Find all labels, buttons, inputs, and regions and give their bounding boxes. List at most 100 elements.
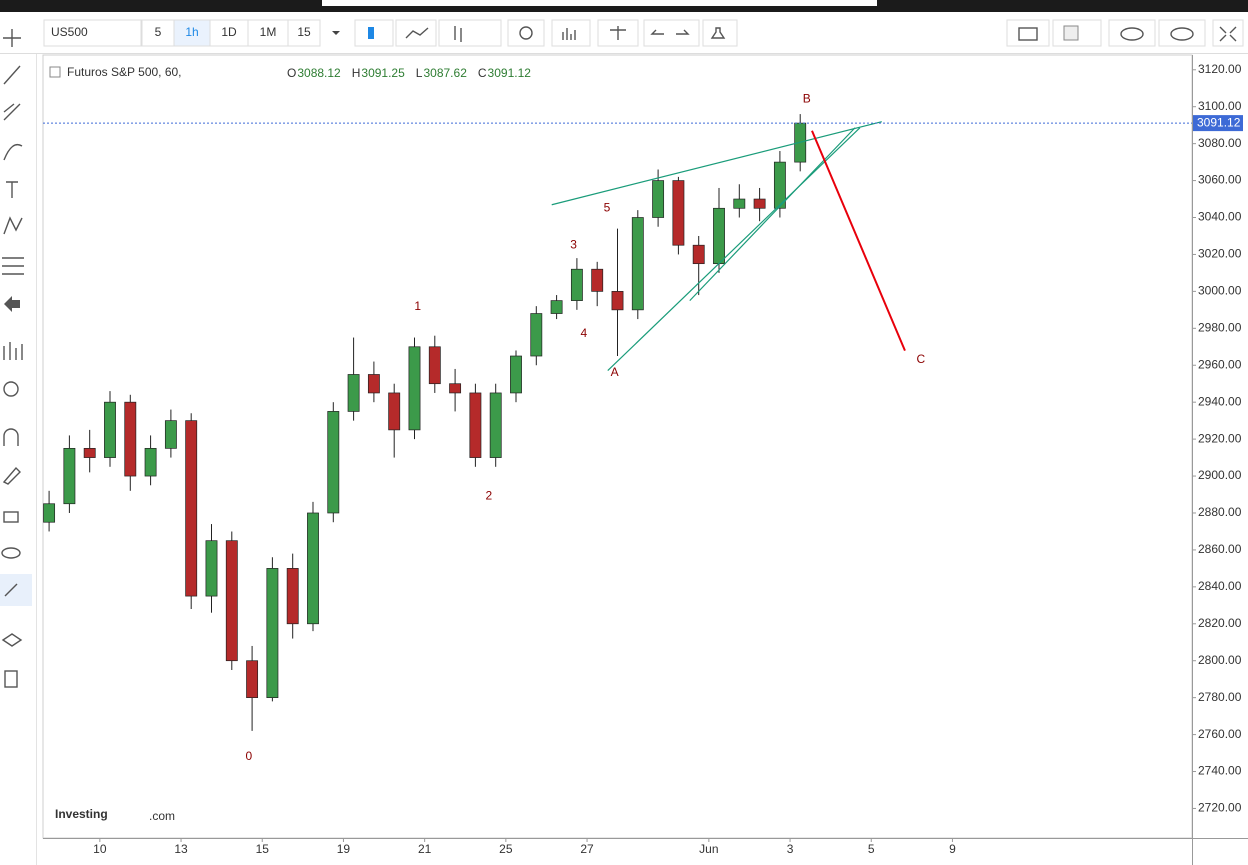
legend-value: 3087.62 <box>423 66 467 80</box>
load-button[interactable] <box>1108 19 1156 47</box>
bar-button[interactable] <box>438 19 502 47</box>
brush-tool[interactable] <box>3 143 23 161</box>
brand-name: Investing <box>55 807 108 821</box>
wave-label: 0 <box>246 749 253 763</box>
candle-body <box>63 447 76 505</box>
crosshair-tool[interactable] <box>3 29 21 47</box>
y-tick-label: 2860.00 <box>1198 542 1242 556</box>
magnet-tool[interactable] <box>3 428 19 446</box>
settings-button[interactable] <box>507 19 545 47</box>
y-tick-label: 3100.00 <box>1198 99 1242 113</box>
y-tick-label: 2940.00 <box>1198 394 1242 408</box>
legend-value: 3091.12 <box>488 66 532 80</box>
color-swatch <box>1063 25 1079 41</box>
interval-label: 1D <box>221 25 237 39</box>
plot-area <box>42 54 1193 839</box>
legend-key: L <box>416 66 423 80</box>
last-price-box <box>1193 115 1243 132</box>
candle-body <box>611 291 624 311</box>
x-tick-label: 13 <box>174 842 188 856</box>
search-box[interactable] <box>322 0 877 6</box>
left-toolbar <box>0 54 36 865</box>
channel-tool[interactable] <box>3 103 21 121</box>
trash-tool[interactable] <box>4 670 18 688</box>
interval-button[interactable] <box>287 19 321 47</box>
forecast-tool[interactable] <box>3 342 23 360</box>
candle-body <box>164 420 177 449</box>
wave-label: 2 <box>485 489 492 503</box>
trend-line <box>811 130 906 352</box>
legend-value: 3091.25 <box>361 66 405 80</box>
indicators-button[interactable] <box>551 19 591 47</box>
legend-value: 3088.12 <box>297 66 341 80</box>
x-tick-label: 21 <box>418 842 432 856</box>
zoom-tool[interactable] <box>3 381 19 397</box>
arrow-icons <box>650 29 690 35</box>
candle-body <box>225 540 238 662</box>
candle-body <box>773 161 786 209</box>
save-button[interactable] <box>1158 19 1206 47</box>
candle-body <box>753 198 766 209</box>
candle-body <box>408 346 421 431</box>
x-tick-label: 10 <box>93 842 107 856</box>
trend-tool[interactable] <box>3 65 21 85</box>
fib-tool[interactable] <box>2 257 24 275</box>
candle-body <box>672 180 685 246</box>
wave-label: 5 <box>604 200 611 214</box>
x-tick-label: 3 <box>787 842 794 856</box>
text-tool[interactable] <box>6 181 18 198</box>
candle-button[interactable] <box>354 19 394 47</box>
candle-body <box>104 401 116 458</box>
interval-group: 5 1h 1D 1M 15 <box>141 19 340 47</box>
candle-body <box>631 217 644 311</box>
candle-body <box>347 374 360 412</box>
eye-tool[interactable] <box>1 547 21 559</box>
snapshot-button[interactable] <box>1006 19 1050 47</box>
candle-body <box>713 207 725 265</box>
back-tool[interactable] <box>4 296 20 312</box>
symbol-box[interactable] <box>43 19 142 47</box>
scale-icon <box>610 26 626 40</box>
indicator-icon <box>562 28 576 40</box>
y-tick-label: 2800.00 <box>1198 653 1242 667</box>
candle-body <box>570 268 583 301</box>
lock-tool[interactable] <box>3 511 19 523</box>
link-tool[interactable] <box>4 583 18 597</box>
y-tick-label: 2960.00 <box>1198 357 1242 371</box>
layers-tool[interactable] <box>1 633 23 647</box>
interval-button[interactable] <box>247 19 289 47</box>
candle-body <box>733 198 746 209</box>
candle-body <box>266 568 279 699</box>
interval-button[interactable] <box>209 19 249 47</box>
line-icon <box>405 27 429 39</box>
x-tick-label: 27 <box>580 842 594 856</box>
candle-body <box>43 503 56 523</box>
legend-key: C <box>478 66 487 80</box>
y-tick-label: 3060.00 <box>1198 173 1242 187</box>
candle-body <box>124 401 137 477</box>
candle-body <box>692 244 705 265</box>
y-tick-label: 2820.00 <box>1198 616 1242 630</box>
lock-draw-tool[interactable] <box>2 466 21 485</box>
line-button[interactable] <box>395 19 437 47</box>
gear-icon <box>519 26 533 40</box>
pattern-tool[interactable] <box>3 216 23 235</box>
fullscreen-button[interactable] <box>1212 19 1244 47</box>
bar-icon <box>454 26 462 42</box>
legend-key: O <box>287 66 296 80</box>
y-tick-label: 2920.00 <box>1198 431 1242 445</box>
candle-body <box>327 411 340 514</box>
collapse-icon[interactable] <box>49 66 61 78</box>
y-tick-label: 3080.00 <box>1198 136 1242 150</box>
interval-button[interactable] <box>173 19 211 47</box>
candle-body <box>307 512 319 625</box>
cloud-icon <box>1170 27 1194 41</box>
wave-label: 1 <box>414 299 421 313</box>
candle-body <box>388 392 401 431</box>
dropdown-arrow <box>332 31 340 35</box>
y-tick-label: 2900.00 <box>1198 468 1242 482</box>
interval-label: 5 <box>155 25 162 39</box>
wave-label: A <box>611 365 619 379</box>
candle-body <box>489 392 502 458</box>
